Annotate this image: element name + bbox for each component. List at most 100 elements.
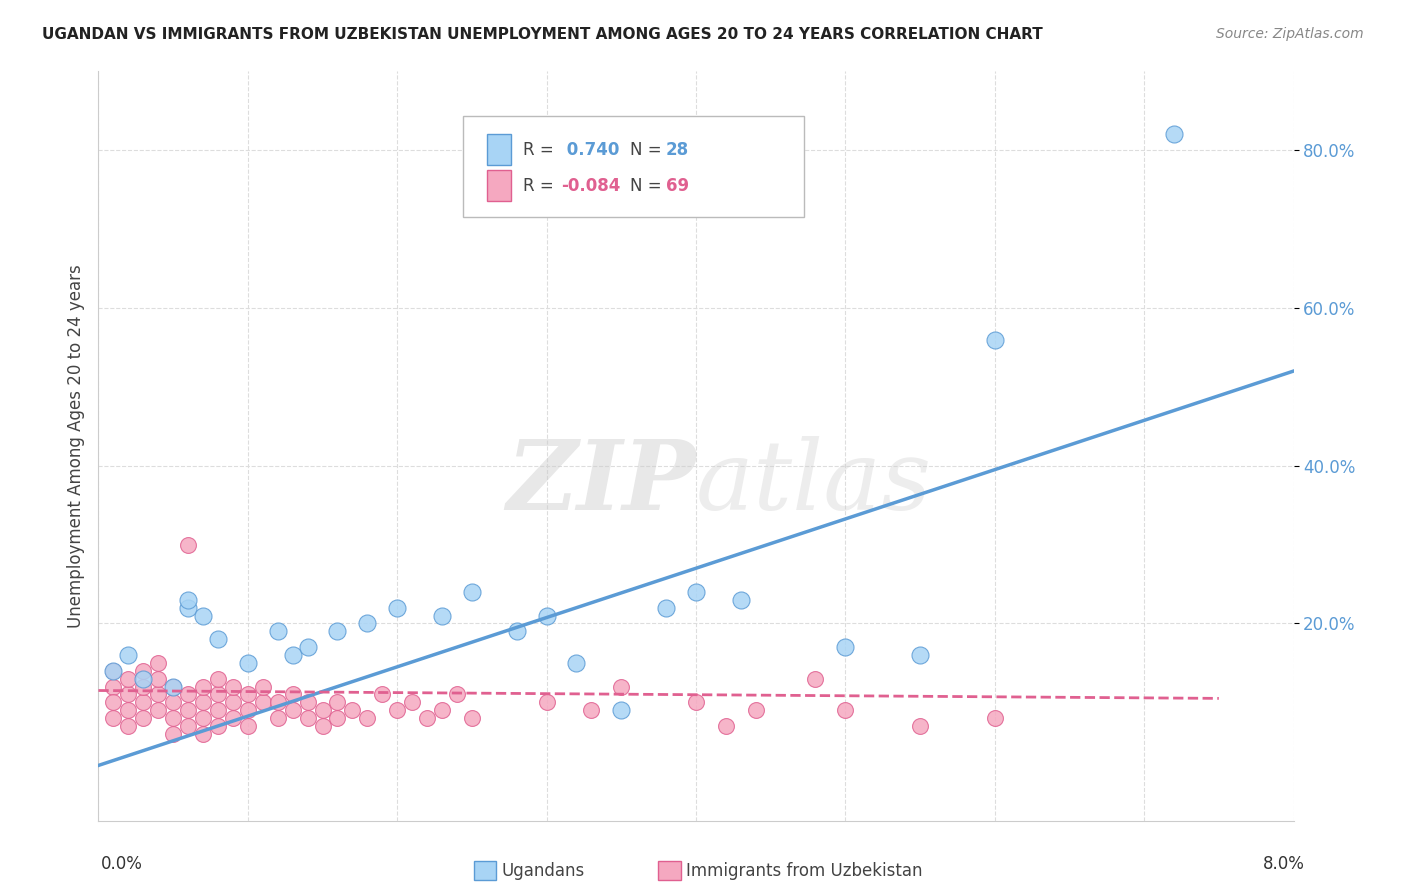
Point <box>177 703 200 717</box>
Point <box>356 711 378 725</box>
Point <box>371 688 394 702</box>
Point <box>984 711 1007 725</box>
Point <box>117 648 139 662</box>
Point <box>148 656 170 670</box>
Point <box>536 695 558 709</box>
Point <box>908 719 931 733</box>
Point <box>162 711 184 725</box>
Point <box>834 703 856 717</box>
Point <box>117 672 139 686</box>
Point <box>103 711 125 725</box>
Point <box>581 703 603 717</box>
Point <box>326 711 349 725</box>
Point <box>804 672 827 686</box>
Point <box>132 664 155 678</box>
Point <box>132 711 155 725</box>
Point <box>117 719 139 733</box>
Point <box>191 727 214 741</box>
Text: ZIP: ZIP <box>506 436 696 531</box>
Text: atlas: atlas <box>696 436 932 531</box>
Point <box>132 680 155 694</box>
Point <box>908 648 931 662</box>
Point <box>267 695 290 709</box>
Point <box>222 695 245 709</box>
Point <box>103 664 125 678</box>
Text: R =: R = <box>523 177 558 195</box>
Point <box>148 688 170 702</box>
Text: Ugandans: Ugandans <box>502 862 585 880</box>
Point <box>536 608 558 623</box>
Text: 8.0%: 8.0% <box>1263 855 1305 872</box>
Point <box>385 600 409 615</box>
Text: N =: N = <box>630 177 666 195</box>
Point <box>834 640 856 654</box>
Point <box>207 719 229 733</box>
Point <box>191 695 214 709</box>
Point <box>446 688 468 702</box>
Point <box>162 727 184 741</box>
Point <box>297 695 319 709</box>
Point <box>162 680 184 694</box>
Point <box>252 680 274 694</box>
Point <box>311 719 333 733</box>
FancyBboxPatch shape <box>486 134 510 165</box>
Point <box>177 688 200 702</box>
Point <box>385 703 409 717</box>
Point <box>730 592 752 607</box>
Point <box>162 680 184 694</box>
Point <box>326 624 349 639</box>
Point <box>1163 128 1185 142</box>
Point <box>401 695 423 709</box>
Point <box>565 656 588 670</box>
Point <box>714 719 737 733</box>
Point <box>148 703 170 717</box>
Point <box>132 695 155 709</box>
Point <box>311 703 333 717</box>
Point <box>281 648 304 662</box>
Point <box>430 608 453 623</box>
Point <box>506 624 529 639</box>
Point <box>281 703 304 717</box>
Point <box>356 616 378 631</box>
Point <box>685 585 707 599</box>
Text: 0.740: 0.740 <box>561 141 619 159</box>
Point <box>103 664 125 678</box>
Point <box>162 695 184 709</box>
Text: 69: 69 <box>666 177 689 195</box>
Point <box>222 680 245 694</box>
Point <box>177 592 200 607</box>
Point <box>207 672 229 686</box>
FancyBboxPatch shape <box>486 169 510 201</box>
Point <box>610 703 633 717</box>
Point <box>207 703 229 717</box>
Point <box>461 585 484 599</box>
Point <box>177 538 200 552</box>
Point <box>252 695 274 709</box>
Point <box>207 688 229 702</box>
Point <box>342 703 364 717</box>
Point <box>177 600 200 615</box>
Point <box>236 719 259 733</box>
Text: Immigrants from Uzbekistan: Immigrants from Uzbekistan <box>686 862 922 880</box>
Point <box>430 703 453 717</box>
Point <box>326 695 349 709</box>
Point <box>177 719 200 733</box>
Point <box>984 333 1007 347</box>
Point <box>655 600 678 615</box>
Point <box>103 680 125 694</box>
Point <box>685 695 707 709</box>
Point <box>297 640 319 654</box>
Point <box>207 632 229 647</box>
Point <box>191 608 214 623</box>
Text: UGANDAN VS IMMIGRANTS FROM UZBEKISTAN UNEMPLOYMENT AMONG AGES 20 TO 24 YEARS COR: UGANDAN VS IMMIGRANTS FROM UZBEKISTAN UN… <box>42 27 1043 42</box>
Text: N =: N = <box>630 141 666 159</box>
Point <box>236 656 259 670</box>
Point <box>281 688 304 702</box>
Text: 28: 28 <box>666 141 689 159</box>
Point <box>103 695 125 709</box>
Point <box>117 703 139 717</box>
Point <box>745 703 768 717</box>
FancyBboxPatch shape <box>463 116 804 218</box>
Point <box>222 711 245 725</box>
Point <box>416 711 439 725</box>
